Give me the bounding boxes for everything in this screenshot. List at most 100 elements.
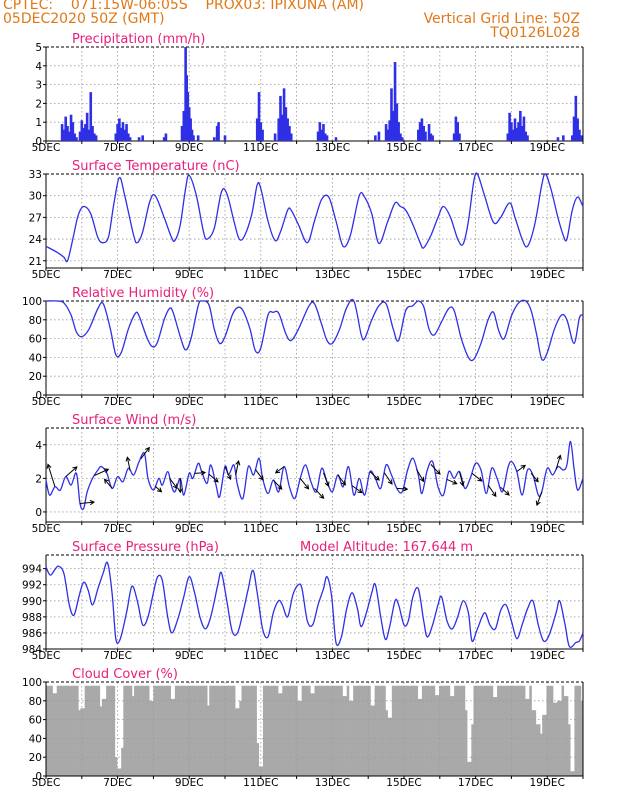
x-tick-label: 15DEC (386, 777, 421, 789)
cloud-bar (441, 685, 444, 776)
wind-arrow (430, 464, 441, 475)
cloud-bar (310, 693, 313, 776)
x-tick-label: 9DEC (175, 142, 204, 154)
cloud-bar (301, 685, 305, 776)
precip-bar (121, 122, 125, 141)
header-grid-line: Vertical Grid Line: 50Z (423, 11, 580, 27)
x-tick-label: 9DEC (175, 523, 204, 535)
cloud-bar (189, 685, 193, 776)
wind-arrows (46, 446, 562, 507)
cloud-bar (290, 685, 294, 776)
wind-arrow (235, 459, 241, 476)
cloud-bar (398, 685, 401, 776)
cloud-bar (570, 771, 573, 776)
wind-arrow (79, 499, 96, 506)
cloud-bar (119, 768, 122, 776)
cloud-bar (164, 685, 167, 776)
y-tick-label: 992 (22, 580, 42, 592)
wind-arrow (535, 491, 543, 507)
y-tick-label: 4 (35, 440, 42, 452)
precip-bar (66, 125, 69, 141)
wind-arrow (103, 478, 113, 489)
cloud-bar (136, 685, 139, 776)
precip-bar (212, 137, 216, 141)
y-tick-label: 4 (35, 61, 42, 73)
cloud-bar (359, 685, 363, 776)
precip-bar (513, 118, 517, 141)
cloud-bar (280, 693, 283, 776)
cloud-bar (391, 685, 395, 776)
precip-bar (323, 133, 327, 141)
x-tick-label: 13DEC (315, 650, 350, 662)
cloud-bar (308, 685, 311, 776)
wind-arrow (500, 486, 510, 496)
cloud-bar (353, 685, 356, 776)
cloud-bar (320, 685, 324, 776)
cloud-bar (151, 700, 154, 776)
cloud-bar (50, 685, 53, 776)
cloud-bar (335, 685, 339, 776)
wind-arrow (396, 486, 409, 492)
cloud-bar (529, 685, 532, 776)
wind-arrow (46, 463, 56, 487)
cloud-bar (559, 700, 562, 776)
cloud-bar (479, 685, 483, 776)
cloud-bar (344, 696, 348, 776)
wind-arrow (169, 478, 178, 489)
cloud-bar (48, 685, 51, 776)
precip-bar (215, 125, 219, 141)
cloud-bar (361, 685, 365, 776)
y-tick-label: 994 (22, 564, 42, 576)
cloud-bar (209, 685, 212, 776)
cloud-bar (226, 685, 229, 776)
panel-1: Surface Temperature (nC) 21 24 27 30 33 5DEC 7D… (29, 159, 584, 281)
precip-bar (524, 131, 528, 141)
precip-bar (180, 125, 184, 141)
precip-bar (73, 133, 76, 141)
cloud-bar (138, 685, 141, 776)
cloud-bar (215, 685, 219, 776)
cloud-bar (505, 685, 509, 776)
cloud-bar (486, 685, 489, 776)
cloud-bar (106, 685, 109, 776)
wind-arrow (125, 456, 131, 471)
cloud-bar (419, 698, 423, 776)
cloud-bar (462, 685, 466, 776)
x-tick-label: 17DEC (458, 396, 493, 408)
cloud-bar (518, 685, 522, 776)
cloud-bar (454, 685, 457, 776)
wind-arrow (516, 464, 527, 473)
precip-bar (62, 129, 66, 141)
x-tick-label: 5DEC (32, 650, 61, 662)
wind-arrow (530, 473, 539, 483)
precip-bar (374, 135, 377, 141)
precip-bar (255, 118, 259, 141)
cloud-bar (277, 693, 281, 776)
y-tick-label: 100 (22, 296, 42, 308)
precip-bar (510, 122, 513, 141)
cloud-bar (286, 685, 290, 776)
precip-bar (60, 124, 64, 141)
cloud-bar (101, 698, 105, 776)
cloud-bar (415, 685, 419, 776)
precip-bar (257, 92, 261, 141)
cloud-bar (325, 685, 328, 776)
cloud-bar (200, 685, 204, 776)
cloud-bar (409, 685, 412, 776)
series-line (45, 172, 584, 263)
cloud-bar (243, 685, 247, 776)
cloud-bar (542, 714, 545, 776)
wind-arrow (487, 484, 497, 498)
cloud-bar (561, 685, 565, 776)
cloud-bar (525, 698, 528, 776)
y-tick-label: 988 (22, 612, 42, 624)
x-tick-label: 15DEC (386, 396, 421, 408)
x-tick-label: 19DEC (529, 142, 564, 154)
precip-bar (128, 137, 132, 141)
y-tick-label: 27 (29, 212, 42, 224)
cloud-bar (239, 700, 242, 776)
cloud-bar (351, 700, 354, 776)
cloud-bar (222, 685, 225, 776)
precip-bar (67, 131, 71, 141)
